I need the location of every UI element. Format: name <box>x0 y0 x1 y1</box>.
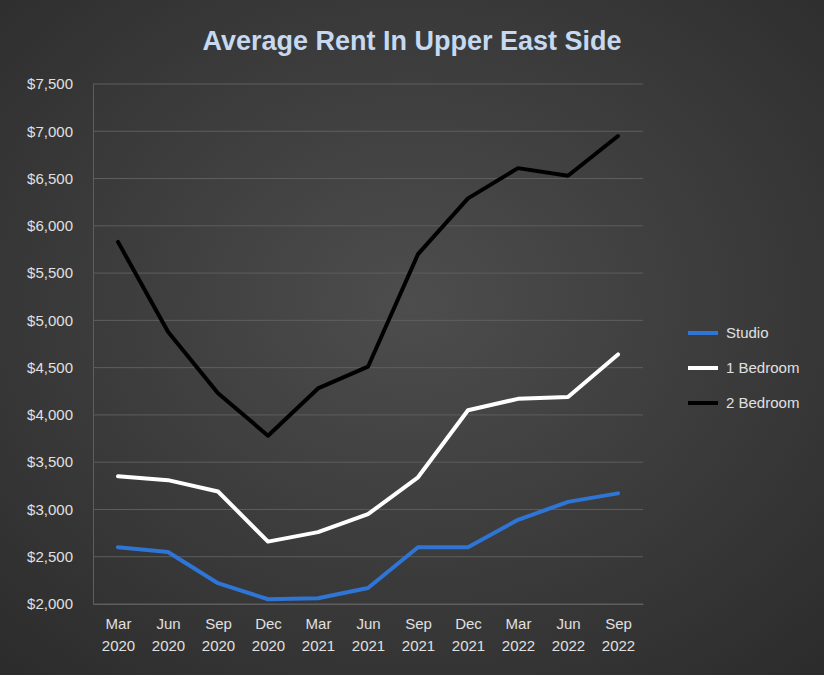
y-tick-label: $5,000 <box>27 312 73 329</box>
x-tick-label: Mar2022 <box>502 615 535 655</box>
y-tick-label: $3,500 <box>27 453 73 470</box>
x-tick: Mar2021 <box>302 604 335 654</box>
grid-line <box>93 225 643 226</box>
y-tick: $5,500 <box>27 264 93 281</box>
y-tick: $2,000 <box>27 595 93 612</box>
y-tick: $6,500 <box>27 170 93 187</box>
grid-line <box>93 414 643 415</box>
x-tick-label: Dec2020 <box>252 615 285 655</box>
legend-label: 2 Bedroom <box>726 394 799 411</box>
y-tick: $4,500 <box>27 359 93 376</box>
y-tick: $5,000 <box>27 312 93 329</box>
x-tick-label: Sep2020 <box>202 615 235 655</box>
x-tick-label: Mar2021 <box>302 615 335 655</box>
x-axis: Mar2020 Jun2020 Sep2020 Dec2020 Mar2021 Jun20… <box>94 604 644 654</box>
y-tick: $7,000 <box>27 123 93 140</box>
y-tick-label: $4,500 <box>27 359 73 376</box>
x-tick-label: Jun2021 <box>352 615 385 655</box>
y-tick-label: $6,000 <box>27 217 73 234</box>
y-axis: $2,000 $2,500 $3,000 $3,500 $4,000 $4,500 $5,0… <box>27 75 93 612</box>
background <box>0 0 824 675</box>
grid-line <box>93 131 643 132</box>
x-tick-label: Sep2021 <box>402 615 435 655</box>
x-tick: Jun2021 <box>352 604 385 654</box>
y-tick-label: $6,500 <box>27 170 73 187</box>
x-tick: Mar2020 <box>102 604 135 654</box>
x-tick-label: Dec2021 <box>452 615 485 655</box>
y-tick: $2,500 <box>27 548 93 565</box>
y-tick-label: $5,500 <box>27 264 73 281</box>
y-tick: $3,000 <box>27 501 93 518</box>
grid-line <box>93 273 643 274</box>
plot-area <box>118 136 618 599</box>
legend-swatch <box>688 331 718 335</box>
x-tick-label: Sep2022 <box>602 615 635 655</box>
y-tick-label: $3,000 <box>27 501 73 518</box>
y-tick: $3,500 <box>27 453 93 470</box>
x-tick: Sep2022 <box>602 604 635 654</box>
legend-swatch <box>688 401 718 405</box>
y-tick: $7,500 <box>27 75 93 92</box>
series-line <box>118 136 618 436</box>
y-tick-label: $4,000 <box>27 406 73 423</box>
grid <box>93 84 643 604</box>
series-line <box>118 354 618 541</box>
x-tick: Jun2022 <box>552 604 585 654</box>
title: Average Rent In Upper East Side <box>202 26 621 56</box>
x-tick: Sep2020 <box>202 604 235 654</box>
series-line <box>118 493 618 599</box>
y-axis-line <box>93 85 94 605</box>
legend-label: Studio <box>726 324 769 341</box>
y-tick-label: $7,000 <box>27 123 73 140</box>
chart: Average Rent In Upper East Side$2,000$2,… <box>0 0 824 675</box>
grid-line <box>93 509 643 510</box>
legend: Studio 1 Bedroom 2 Bedroom <box>688 324 799 411</box>
y-tick: $6,000 <box>27 217 93 234</box>
grid-line <box>93 462 643 463</box>
x-tick: Jun2020 <box>152 604 185 654</box>
y-tick-label: $2,000 <box>27 595 73 612</box>
x-tick: Dec2020 <box>252 604 285 654</box>
legend-swatch <box>688 366 718 370</box>
x-axis-line <box>94 604 644 605</box>
y-tick-label: $2,500 <box>27 548 73 565</box>
x-tick-label: Jun2020 <box>152 615 185 655</box>
grid-line <box>93 320 643 321</box>
x-tick-label: Mar2020 <box>102 615 135 655</box>
x-tick: Dec2021 <box>452 604 485 654</box>
legend-label: 1 Bedroom <box>726 359 799 376</box>
grid-line <box>93 84 643 85</box>
y-tick-label: $7,500 <box>27 75 73 92</box>
y-tick: $4,000 <box>27 406 93 423</box>
x-tick: Sep2021 <box>402 604 435 654</box>
grid-line <box>93 178 643 179</box>
grid-line <box>93 604 643 605</box>
x-tick-label: Jun2022 <box>552 615 585 655</box>
x-tick: Mar2022 <box>502 604 535 654</box>
